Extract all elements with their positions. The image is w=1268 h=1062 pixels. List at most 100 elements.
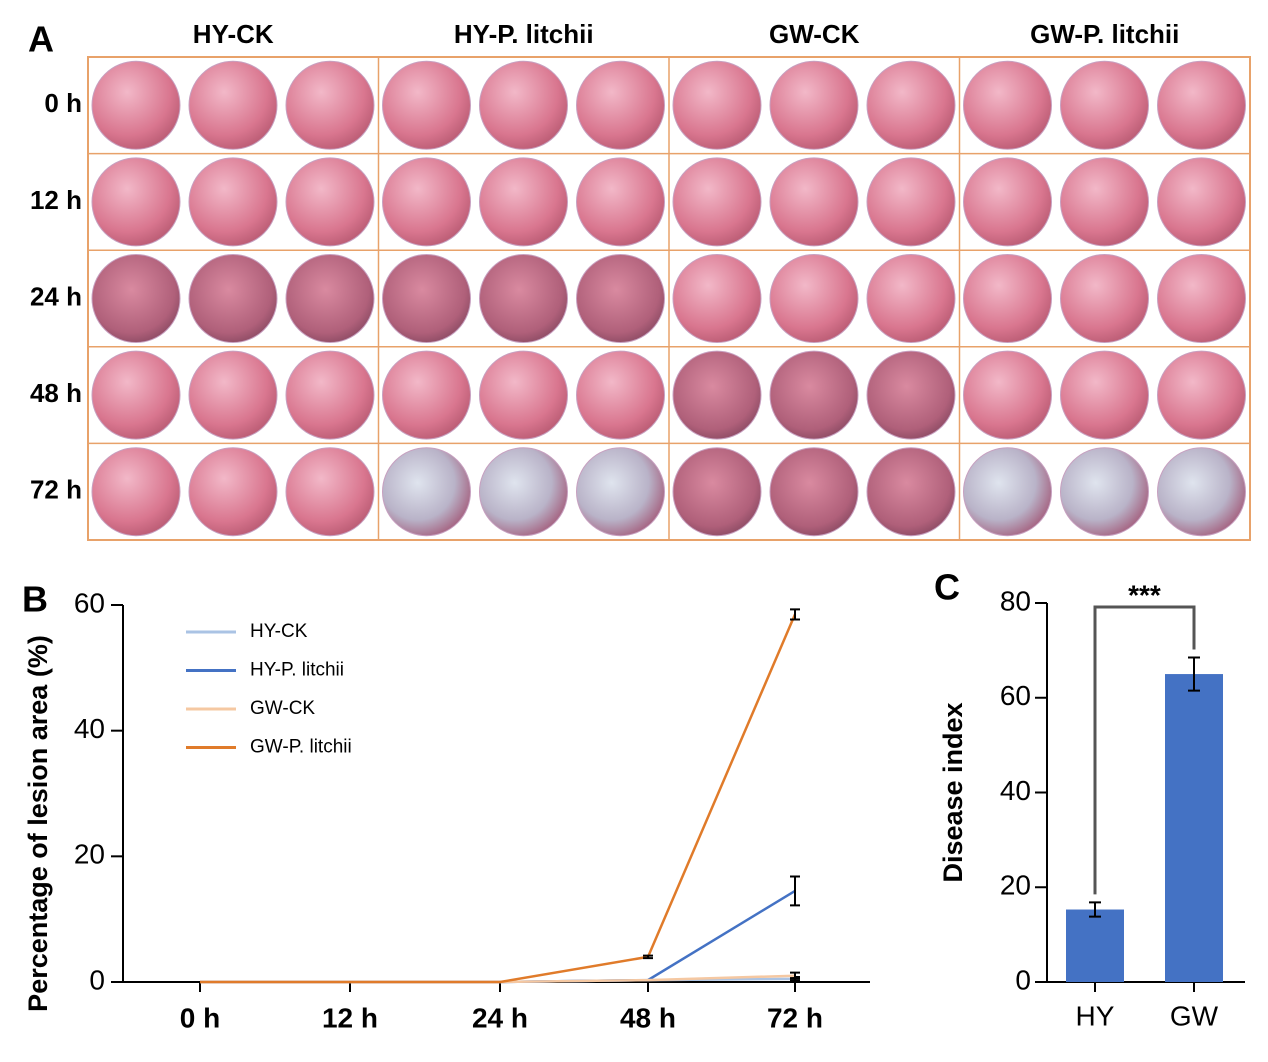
litchi-photo <box>963 350 1052 440</box>
litchi-photo <box>576 60 665 150</box>
litchi-photo <box>963 447 1052 537</box>
legend-label: HY-P. litchii <box>250 660 344 681</box>
litchi-photo <box>672 157 762 247</box>
error-bar <box>1089 901 1101 918</box>
litchi-photo <box>285 60 375 150</box>
litchi-photo <box>91 447 181 537</box>
litchi-photo <box>576 254 665 343</box>
column-label: HY-CK <box>193 19 274 49</box>
series-line <box>200 613 797 984</box>
x-tick-label: HY <box>1076 1000 1115 1031</box>
row-label: 72 h <box>30 475 82 505</box>
litchi-photo <box>1157 350 1246 440</box>
column-label: HY-P. litchii <box>454 19 594 49</box>
litchi-photo <box>672 447 762 537</box>
litchi-photo <box>769 157 859 247</box>
litchi-photo <box>91 350 181 440</box>
litchi-photo <box>866 60 956 150</box>
row-label: 48 h <box>30 378 82 408</box>
y-axis-label: Percentage of lesion area (%) <box>23 635 53 1012</box>
litchi-photo <box>382 254 471 343</box>
row-label: 0 h <box>44 88 82 118</box>
legend-label: HY-CK <box>250 621 308 642</box>
y-axis-label: Disease index <box>938 702 968 882</box>
y-tick-label: 40 <box>1000 775 1031 806</box>
error-bar <box>790 875 800 907</box>
litchi-photo <box>576 157 665 247</box>
bar <box>1066 909 1124 982</box>
litchi-photo <box>576 350 665 440</box>
litchi-photo <box>91 157 181 247</box>
y-tick-label: 60 <box>74 587 105 618</box>
error-bar <box>790 971 800 980</box>
bar <box>1165 674 1223 982</box>
litchi-photo <box>1060 60 1149 150</box>
litchi-photo <box>1060 157 1149 247</box>
y-tick-label: 0 <box>1015 964 1031 995</box>
legend-label: GW-CK <box>250 698 315 719</box>
litchi-photo <box>963 254 1052 343</box>
x-tick-label: 72 h <box>767 1002 823 1033</box>
litchi-photo <box>1157 157 1246 247</box>
litchi-photo <box>1157 447 1246 537</box>
litchi-photo <box>769 447 859 537</box>
column-label: GW-P. litchii <box>1030 19 1179 49</box>
row-label: 24 h <box>30 281 82 311</box>
litchi-photo <box>672 350 762 440</box>
litchi-photo <box>285 447 375 537</box>
y-tick-label: 20 <box>1000 870 1031 901</box>
litchi-photo <box>479 254 568 343</box>
litchi-photo <box>188 447 278 537</box>
litchi-photo <box>1060 447 1149 537</box>
litchi-photo <box>576 447 665 537</box>
column-label: GW-CK <box>769 19 860 49</box>
litchi-photo <box>285 254 375 343</box>
y-tick-label: 60 <box>1000 680 1031 711</box>
litchi-photo <box>382 157 471 247</box>
litchi-photo <box>91 60 181 150</box>
litchi-photo <box>188 254 278 343</box>
litchi-photo <box>479 60 568 150</box>
y-tick-label: 0 <box>89 964 105 995</box>
litchi-photo <box>479 350 568 440</box>
litchi-photo <box>382 350 471 440</box>
x-tick-label: GW <box>1170 1000 1219 1031</box>
x-tick-label: 48 h <box>620 1002 676 1033</box>
litchi-photo <box>672 60 762 150</box>
litchi-photo <box>769 60 859 150</box>
litchi-photo <box>769 254 859 343</box>
litchi-photo <box>769 350 859 440</box>
error-bar <box>790 608 800 621</box>
row-label: 12 h <box>30 185 82 215</box>
litchi-photo <box>479 447 568 537</box>
litchi-photo <box>285 157 375 247</box>
y-tick-label: 40 <box>74 713 105 744</box>
x-tick-label: 24 h <box>472 1002 528 1033</box>
litchi-photo <box>479 157 568 247</box>
error-bar <box>1188 656 1200 692</box>
litchi-photo <box>963 60 1052 150</box>
litchi-photo <box>91 254 181 343</box>
litchi-photo <box>188 60 278 150</box>
litchi-photo <box>672 254 762 343</box>
litchi-photo <box>188 350 278 440</box>
panel-label: C <box>934 567 960 608</box>
panel-label: B <box>22 579 48 620</box>
x-tick-label: 12 h <box>322 1002 378 1033</box>
litchi-photo <box>1157 60 1246 150</box>
y-tick-label: 20 <box>74 839 105 870</box>
litchi-photo <box>1157 254 1246 343</box>
litchi-photo <box>382 60 471 150</box>
significance-label: *** <box>1128 579 1161 610</box>
litchi-photo <box>866 254 956 343</box>
litchi-photo <box>382 447 471 537</box>
panel-label: A <box>28 19 54 60</box>
litchi-photo <box>188 157 278 247</box>
litchi-photo <box>963 157 1052 247</box>
litchi-photo <box>285 350 375 440</box>
litchi-photo <box>866 157 956 247</box>
legend-label: GW-P. litchii <box>250 737 352 758</box>
x-tick-label: 0 h <box>180 1002 220 1033</box>
litchi-photo <box>1060 254 1149 343</box>
